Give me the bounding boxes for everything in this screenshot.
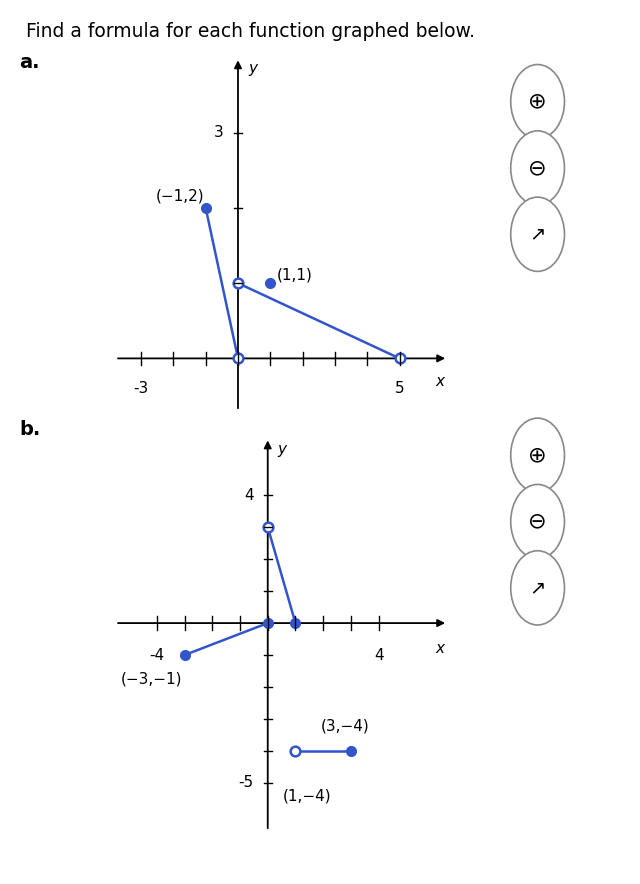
Text: x: x — [436, 641, 445, 656]
Text: -4: -4 — [149, 648, 164, 663]
Text: 4: 4 — [244, 488, 253, 503]
Text: ↗: ↗ — [529, 578, 546, 598]
Text: ⊕: ⊕ — [528, 446, 547, 465]
Text: ↗: ↗ — [529, 225, 546, 244]
Text: ⊖: ⊖ — [528, 512, 547, 531]
Text: -3: -3 — [133, 381, 148, 396]
Text: (−3,−1): (−3,−1) — [121, 672, 182, 687]
Text: b.: b. — [19, 420, 40, 438]
Text: 3: 3 — [214, 126, 224, 141]
Text: Find a formula for each function graphed below.: Find a formula for each function graphed… — [26, 22, 475, 41]
Text: -5: -5 — [239, 775, 253, 790]
Text: y: y — [248, 61, 257, 76]
Text: (1,−4): (1,−4) — [283, 789, 332, 804]
Text: (1,1): (1,1) — [276, 267, 312, 282]
Text: 4: 4 — [374, 648, 383, 663]
Text: ⊖: ⊖ — [528, 158, 547, 178]
Text: (−1,2): (−1,2) — [156, 188, 204, 203]
Text: x: x — [436, 374, 445, 389]
Text: a.: a. — [19, 53, 40, 72]
Text: ⊕: ⊕ — [528, 92, 547, 111]
Text: y: y — [278, 441, 287, 456]
Text: 5: 5 — [395, 381, 404, 396]
Text: (3,−4): (3,−4) — [321, 718, 369, 733]
